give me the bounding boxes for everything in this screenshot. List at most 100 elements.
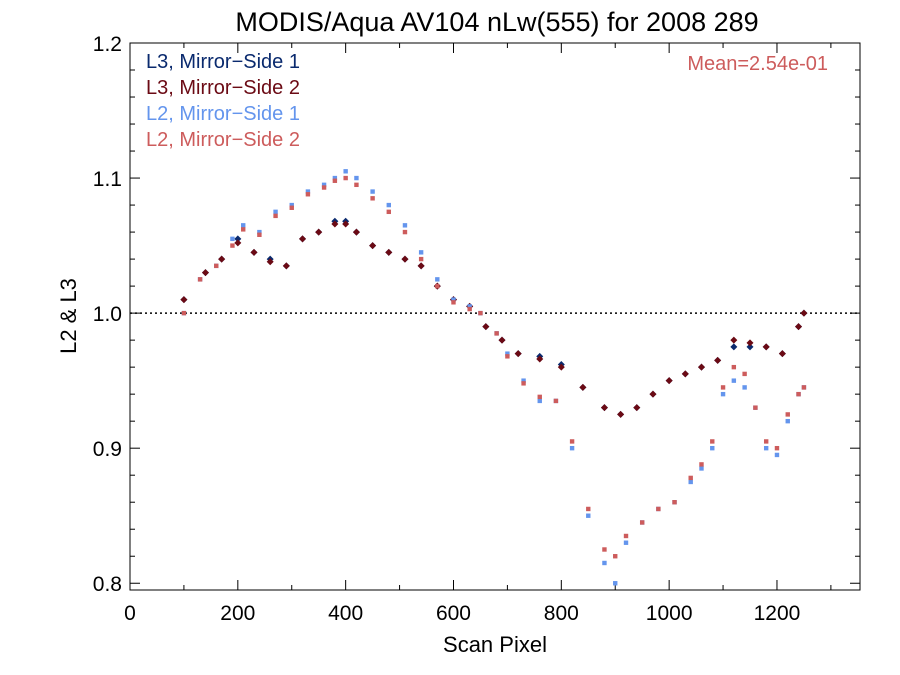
data-point [402, 229, 408, 235]
data-point [201, 269, 209, 277]
data-point [714, 356, 722, 364]
data-point [602, 560, 607, 566]
data-point [478, 310, 483, 316]
data-point [321, 182, 327, 188]
series-points [181, 175, 807, 559]
data-point [180, 296, 188, 304]
data-point [730, 336, 738, 344]
data-point [649, 390, 657, 398]
data-point [332, 175, 338, 181]
data-point [600, 404, 608, 412]
data-point [720, 391, 726, 397]
data-point [699, 466, 704, 471]
data-point [537, 394, 542, 400]
data-point [633, 404, 641, 412]
data-point [762, 343, 770, 351]
data-point [435, 283, 440, 289]
data-point [234, 235, 242, 243]
data-point [514, 350, 522, 358]
data-point [369, 242, 377, 250]
data-point [370, 196, 375, 201]
data-point [505, 354, 510, 359]
legend-entry: L3, Mirror−Side 1 [146, 51, 300, 73]
data-point [234, 239, 242, 247]
data-point [613, 554, 618, 559]
data-point [778, 350, 786, 358]
data-point [273, 213, 278, 219]
data-point [354, 175, 359, 181]
tick-labels: 0 200 400 600 800 1000 1200 0.8 0.9 1.0 1.1 1.2 [93, 33, 801, 625]
y-axis-label: L2 & L3 [56, 278, 81, 354]
y-tick-label: 1.0 [93, 303, 122, 326]
chart-title: MODIS/Aqua AV104 nLw(555) for 2008 289 [235, 7, 758, 37]
data-point [218, 255, 226, 263]
x-tick-label: 0 [124, 602, 136, 625]
data-point [197, 277, 203, 282]
data-point [665, 377, 673, 385]
data-point [321, 185, 327, 190]
data-point [289, 205, 294, 210]
data-point [315, 228, 323, 236]
data-point [697, 363, 705, 371]
data-point [385, 248, 393, 256]
data-point [623, 533, 629, 539]
data-point [417, 262, 425, 270]
data-point [656, 506, 661, 512]
data-point [230, 243, 235, 248]
x-tick-label: 1200 [754, 602, 801, 625]
data-point [746, 343, 754, 351]
data-point [482, 323, 490, 331]
data-point [401, 255, 409, 263]
data-point [418, 256, 424, 262]
data-point [305, 189, 311, 194]
data-point [435, 277, 440, 282]
x-tick-label: 1000 [646, 602, 693, 625]
data-point [801, 385, 807, 390]
data-point [342, 220, 350, 228]
data-point [746, 339, 754, 347]
data-point [305, 192, 311, 197]
data-points [180, 169, 808, 586]
data-point [569, 445, 575, 451]
data-point [602, 547, 607, 552]
data-point [537, 398, 542, 404]
data-point [521, 381, 526, 386]
data-point [688, 475, 693, 481]
data-point [710, 439, 715, 444]
x-tick-label: 600 [436, 602, 471, 625]
x-tick-label: 800 [544, 602, 579, 625]
data-point [681, 370, 689, 378]
data-point [494, 331, 499, 336]
series-points [180, 217, 808, 418]
data-point [257, 229, 262, 235]
y-tick-label: 0.8 [93, 573, 122, 596]
data-point [343, 175, 348, 181]
data-point [623, 540, 629, 545]
x-tick-label: 400 [328, 602, 363, 625]
data-point [266, 258, 274, 266]
data-point [273, 209, 278, 215]
data-point [730, 343, 738, 351]
data-point [299, 235, 307, 243]
data-point [352, 228, 360, 236]
data-point [795, 323, 803, 331]
data-point [672, 500, 677, 505]
y-tick-label: 0.9 [93, 438, 122, 461]
data-point [331, 220, 339, 228]
data-point [402, 223, 408, 228]
data-point [498, 336, 506, 344]
data-point [467, 304, 472, 309]
data-point [282, 262, 290, 270]
data-point [753, 405, 758, 410]
legend-entry: L2, Mirror−Side 2 [146, 129, 300, 151]
plot-frame [129, 42, 861, 591]
mean-annotation: Mean=2.54e-01 [687, 53, 828, 75]
data-point [763, 439, 769, 444]
data-point [688, 479, 693, 485]
data-point [785, 418, 790, 424]
data-point [505, 351, 510, 356]
x-tick-label: 200 [220, 602, 255, 625]
series-points [181, 169, 807, 586]
series-points [180, 220, 808, 418]
